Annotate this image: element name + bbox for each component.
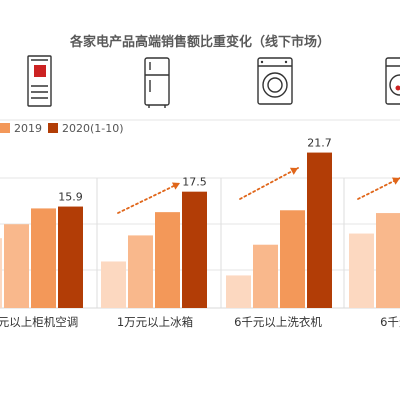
trend-arrow xyxy=(239,167,299,200)
bar xyxy=(226,275,251,308)
washing-machine-icon-partial xyxy=(385,57,400,105)
bar xyxy=(58,206,83,308)
legend-label: 2020(1-10) xyxy=(62,122,124,135)
data-labels: 15.9 17.5 21.7 xyxy=(58,137,332,204)
bars xyxy=(0,152,400,308)
trend-arrow xyxy=(117,182,181,214)
bar xyxy=(182,191,207,308)
data-label: 21.7 xyxy=(307,137,332,150)
category-label: 6千元以 xyxy=(380,315,400,329)
chart-legend: 2019 2020(1-10) xyxy=(0,122,124,135)
bar xyxy=(349,233,374,308)
legend-swatch xyxy=(48,123,58,133)
bar xyxy=(101,261,126,308)
bar xyxy=(280,210,305,308)
chart-title: 各家电产品高端销售额比重变化（线下市场） xyxy=(69,34,330,50)
group-dividers xyxy=(96,178,345,308)
bar xyxy=(155,212,180,308)
category-labels: 元以上柜机空调 1万元以上冰箱 6千元以上洗衣机 6千元以 xyxy=(0,315,400,329)
bar xyxy=(4,224,29,308)
bar xyxy=(376,213,400,308)
trend-arrows xyxy=(117,167,400,214)
legend-swatch xyxy=(0,123,10,133)
bar xyxy=(31,208,56,308)
category-label: 1万元以上冰箱 xyxy=(117,315,193,329)
air-conditioner-icon xyxy=(27,55,52,107)
bar xyxy=(307,152,332,308)
trend-arrow xyxy=(357,177,400,200)
legend-label: 2019 xyxy=(14,122,42,135)
category-label: 6千元以上洗衣机 xyxy=(234,315,322,329)
data-label: 15.9 xyxy=(58,191,83,204)
bar xyxy=(253,244,278,308)
bar xyxy=(0,238,2,308)
bar xyxy=(128,235,153,308)
data-label: 17.5 xyxy=(182,176,207,189)
category-label: 元以上柜机空调 xyxy=(0,315,78,329)
refrigerator-icon xyxy=(144,57,170,108)
washing-machine-icon xyxy=(257,57,293,105)
product-icons xyxy=(27,55,400,108)
